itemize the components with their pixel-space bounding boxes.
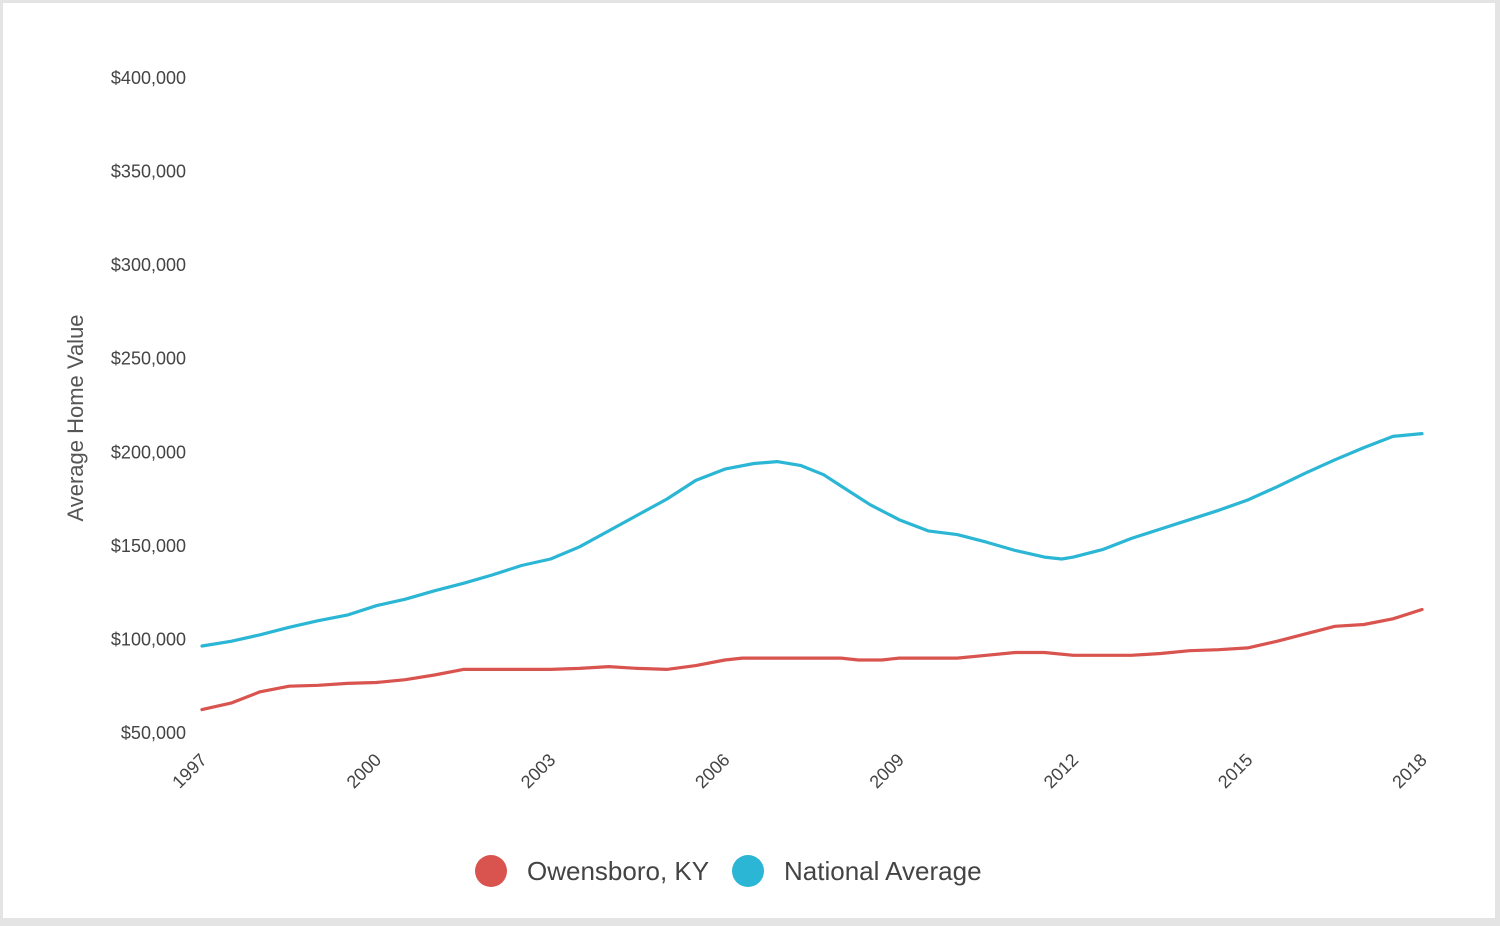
y-tick-label: $350,000 — [111, 162, 186, 182]
x-tick-label: 2009 — [866, 750, 908, 792]
x-tick-label: 2015 — [1214, 750, 1256, 792]
x-tick-label: 2018 — [1388, 750, 1430, 792]
x-axis-ticks: 1997 2000 2003 2006 2009 2012 2015 2018 — [168, 750, 1430, 792]
line-chart: $50,000 $100,000 $150,000 $200,000 $250,000 $… — [63, 68, 1431, 887]
x-tick-label: 2012 — [1040, 750, 1082, 792]
y-tick-label: $100,000 — [111, 629, 186, 649]
x-tick-label: 1997 — [168, 750, 210, 792]
legend-swatch-owensboro-ky — [475, 855, 507, 887]
series-layer — [200, 432, 1424, 712]
y-tick-label: $400,000 — [111, 68, 186, 88]
y-tick-label: $300,000 — [111, 255, 186, 275]
legend-label-owensboro-ky: Owensboro, KY — [527, 856, 709, 886]
y-tick-label: $200,000 — [111, 442, 186, 462]
legend-label-national-average: National Average — [784, 856, 982, 886]
y-tick-label: $250,000 — [111, 349, 186, 369]
legend-swatch-national-average — [732, 855, 764, 887]
y-tick-label: $150,000 — [111, 536, 186, 556]
x-tick-label: 2006 — [691, 750, 733, 792]
x-tick-label: 2000 — [343, 750, 385, 792]
y-axis-label: Average Home Value — [63, 314, 88, 521]
series-line-owensboro-ky — [200, 607, 1424, 712]
legend: Owensboro, KY National Average — [475, 855, 982, 887]
y-tick-label: $50,000 — [121, 723, 186, 743]
chart-frame: $50,000 $100,000 $150,000 $200,000 $250,000 $… — [3, 3, 1495, 918]
series-line-national-average — [200, 432, 1424, 648]
y-axis-ticks: $50,000 $100,000 $150,000 $200,000 $250,000 $… — [111, 68, 186, 743]
x-tick-label: 2003 — [517, 750, 559, 792]
